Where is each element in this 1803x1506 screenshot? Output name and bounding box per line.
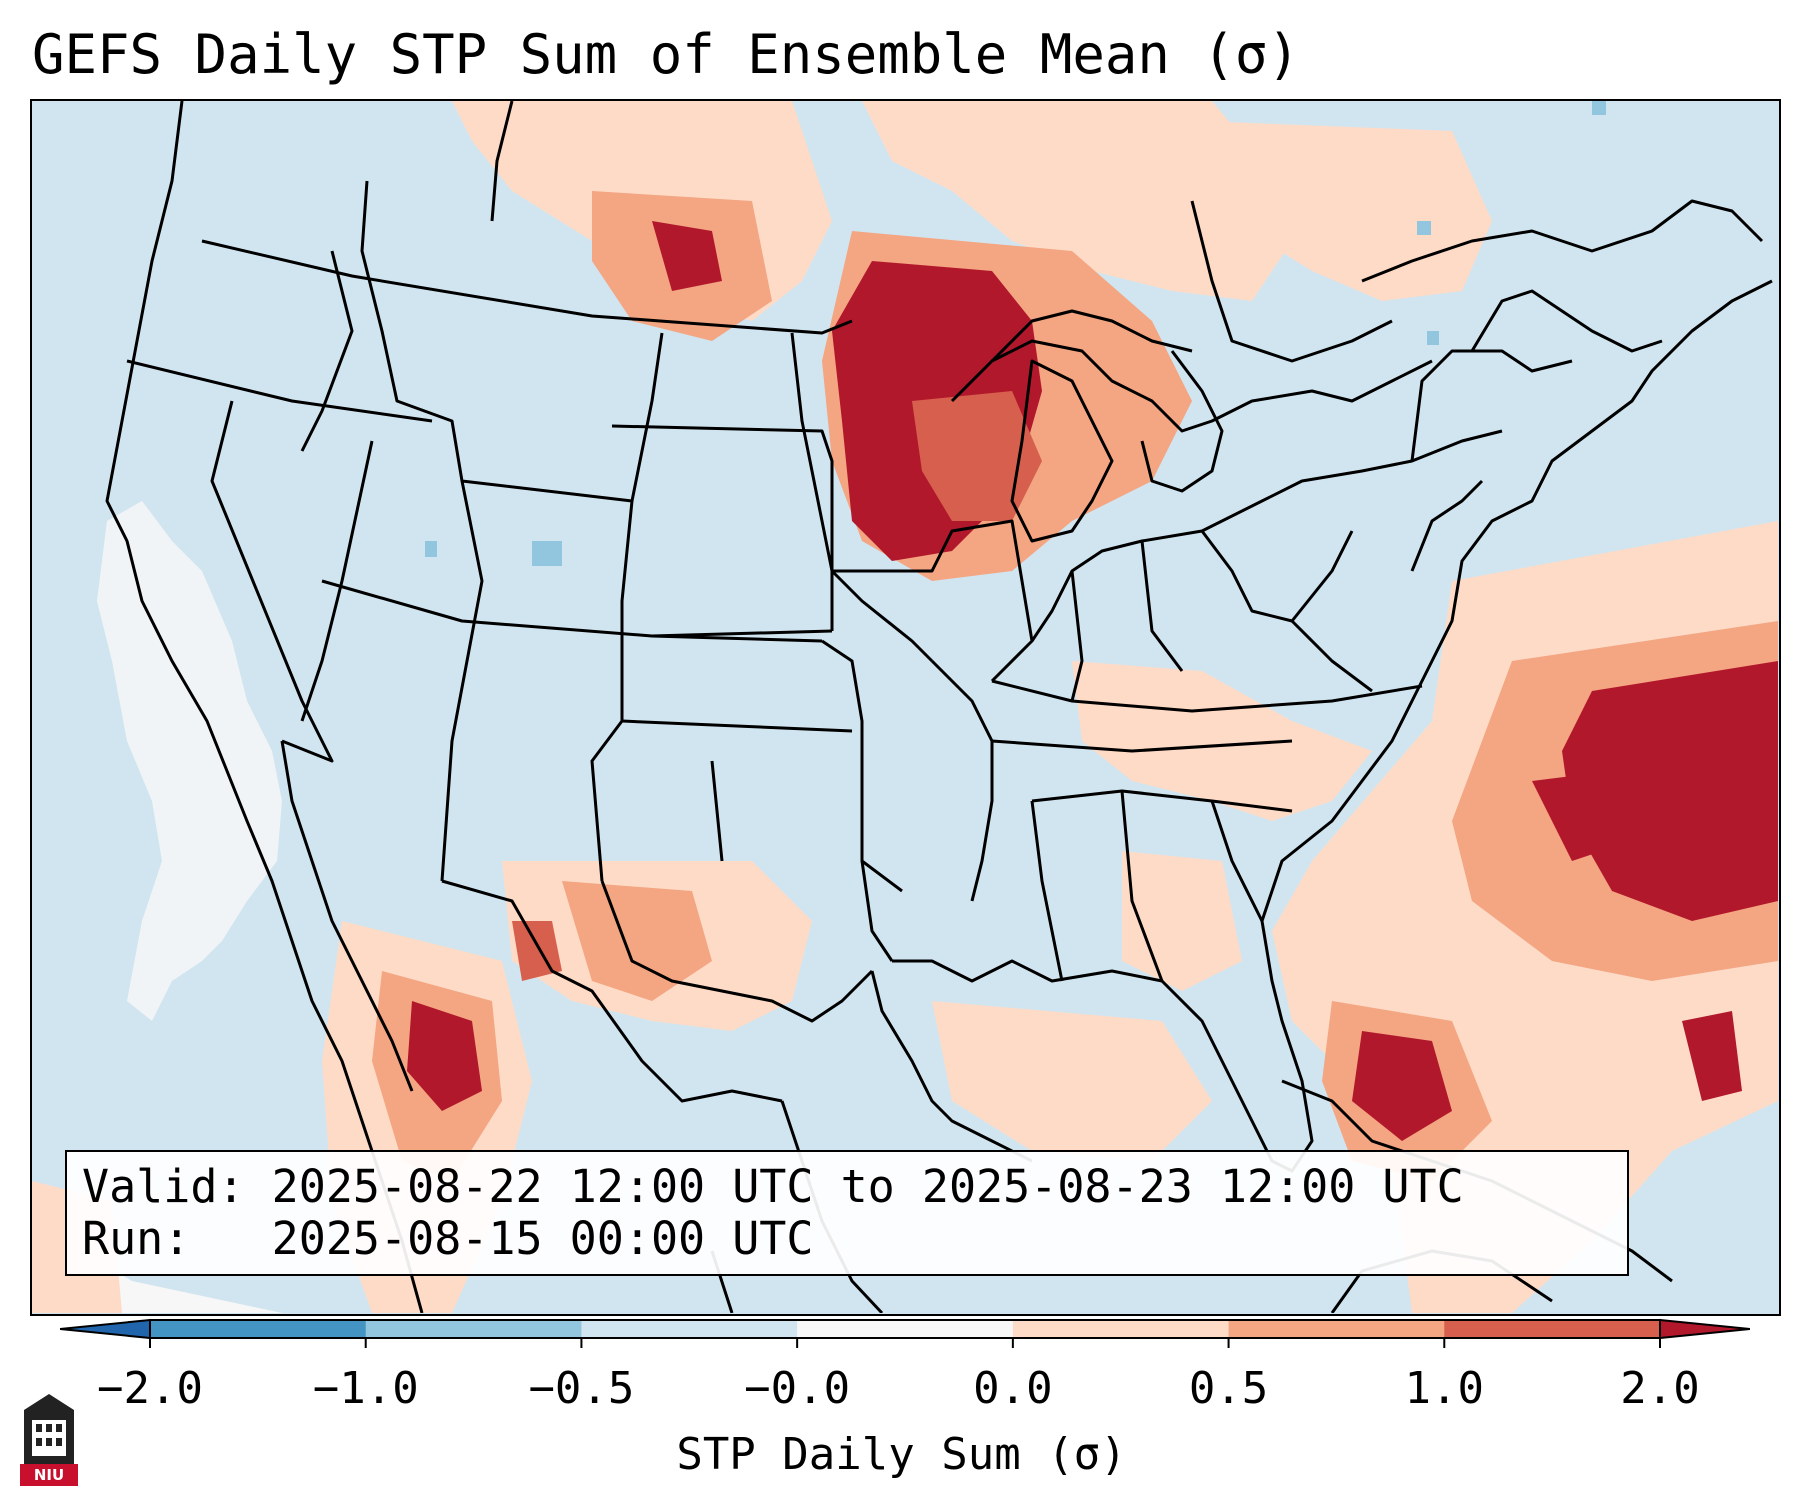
- colorbar-tick-label: 1.0: [1404, 1363, 1485, 1414]
- run-time-text: Run: 2025-08-15 00:00 UTC: [82, 1212, 814, 1265]
- colorbar-extend-high: [1660, 1320, 1750, 1338]
- colorbar-tick-label: 2.0: [1620, 1363, 1700, 1414]
- colorbar-segment: [1444, 1320, 1661, 1338]
- colorbar-extend-low: [60, 1320, 150, 1338]
- valid-time-text: Valid: 2025-08-22 12:00 UTC to 2025-08-2…: [82, 1160, 1464, 1213]
- colorbar-segment: [1228, 1320, 1445, 1338]
- shading-dark: [407, 221, 1778, 1141]
- niu-logo: NIU: [18, 1390, 80, 1490]
- colorbar-tick-label: −0.0: [744, 1363, 851, 1414]
- colorbar-tick-label: 0.0: [973, 1363, 1053, 1414]
- colorbar: [60, 1318, 1750, 1348]
- colorbar-tick-label: −1.0: [312, 1363, 419, 1414]
- colorbar-segment: [797, 1320, 1014, 1338]
- colorbar-label: STP Daily Sum (σ): [676, 1429, 1127, 1480]
- political-boundaries: [105, 101, 1773, 1313]
- validity-info-box: Valid: 2025-08-22 12:00 UTC to 2025-08-2…: [65, 1150, 1629, 1276]
- colorbar-segment: [581, 1320, 798, 1338]
- map-panel: [30, 99, 1781, 1316]
- colorbar-segment: [150, 1320, 367, 1338]
- colorbar-segment: [1012, 1320, 1230, 1338]
- colorbar-segment: [365, 1320, 582, 1338]
- chart-title: GEFS Daily STP Sum of Ensemble Mean (σ): [32, 23, 1300, 86]
- colorbar-tick-label: −2.0: [97, 1363, 203, 1414]
- shading-negative: [425, 101, 1606, 566]
- logo-text: NIU: [33, 1466, 65, 1484]
- colorbar-tick-label: −0.5: [528, 1363, 635, 1414]
- colorbar-tick-label: 0.5: [1188, 1363, 1269, 1414]
- map-svg: [32, 101, 1778, 1313]
